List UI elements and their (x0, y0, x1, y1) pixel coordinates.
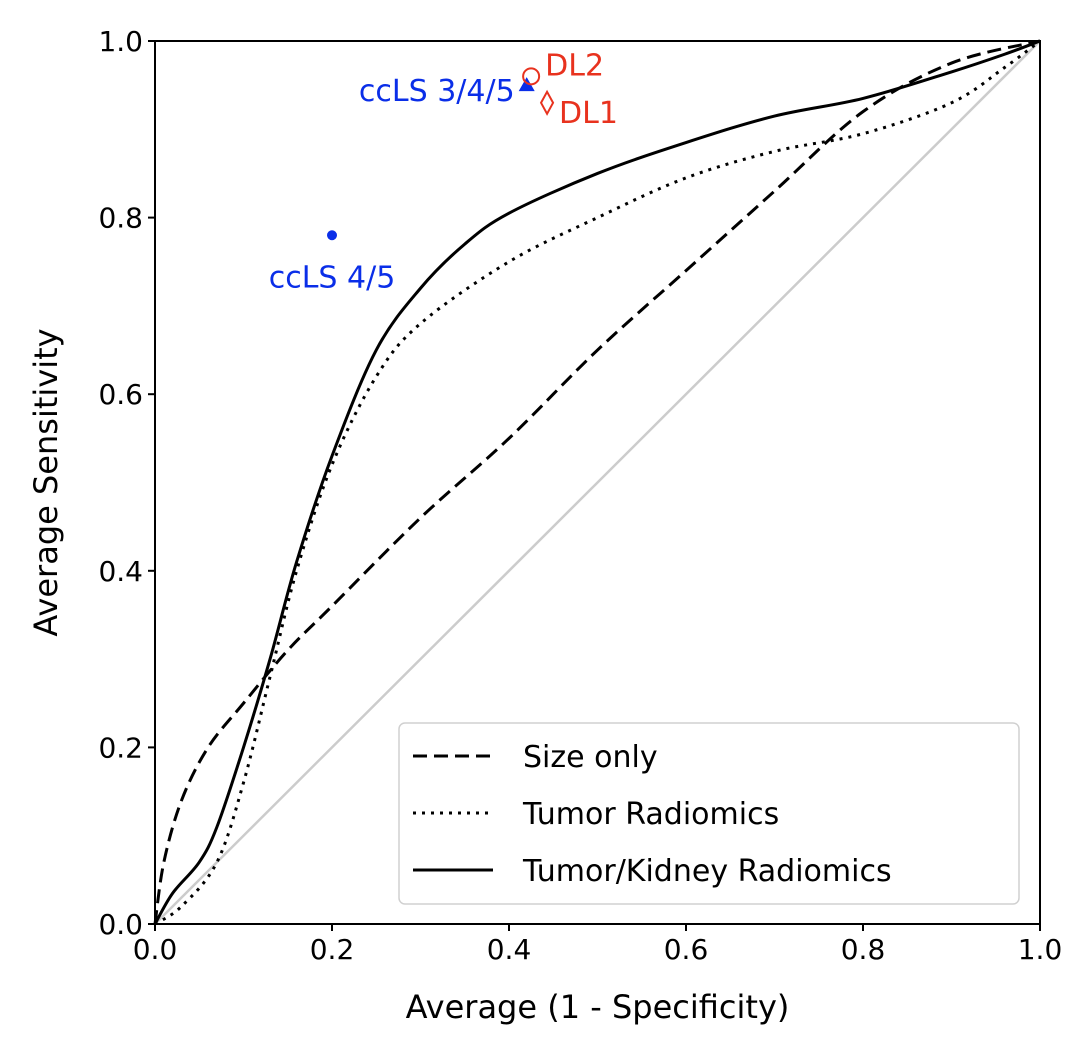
x-tick-label: 0.0 (133, 933, 178, 966)
y-tick-label: 0.8 (98, 202, 143, 235)
point-label-dl2: DL2 (545, 48, 604, 83)
x-tick-label: 1.0 (1018, 933, 1063, 966)
series-layer (153, 39, 1041, 926)
plot-frame (154, 40, 1041, 925)
y-tick-label: 0.4 (98, 555, 143, 588)
legend: Size only Tumor Radiomics Tumor/Kidney Rad… (398, 722, 1020, 905)
series-line-tumor-kidney-radiomics (153, 39, 1041, 925)
point-marker-ccls-4-5 (327, 230, 337, 241)
y-tick-label: 0.2 (98, 731, 143, 764)
legend-label-tumor-kidney-radiomics: Tumor/Kidney Radiomics (522, 854, 892, 889)
chance-diagonal-line (154, 40, 1041, 925)
legend-label-size-only: Size only (523, 740, 658, 775)
series-line-tumor-radiomics (154, 39, 1041, 926)
x-tick-label: 0.4 (487, 933, 532, 966)
y-axis-label: Average Sensitivity (27, 328, 65, 636)
x-tick-label: 0.8 (841, 933, 886, 966)
point-marker-dl2 (522, 67, 541, 86)
y-tick-label: 0.0 (98, 908, 143, 941)
plot-area (154, 40, 1041, 925)
x-tick-label: 0.6 (664, 933, 709, 966)
y-tick-label: 0.6 (98, 378, 143, 411)
y-tick-label: 1.0 (98, 25, 143, 58)
point-label-ccls-4-5: ccLS 4/5 (269, 260, 396, 295)
point-marker-dl1 (539, 89, 555, 116)
legend-label-tumor-radiomics: Tumor Radiomics (522, 797, 779, 832)
point-label-dl1: DL1 (559, 96, 618, 131)
points-layer: ccLS 4/5 ccLS 3/4/5 DL2 DL1 (269, 48, 618, 295)
series-line-size-only (153, 39, 1041, 925)
x-axis-label: Average (1 - Specificity) (406, 988, 790, 1026)
x-tick-label: 0.2 (310, 933, 355, 966)
axis-ticks: 0.0 0.2 0.4 0.6 0.8 1.0 0.0 0.2 0.4 0.6 0.8 1.0 (98, 25, 1062, 966)
legend-box (398, 722, 1020, 905)
point-label-ccls-3-4-5: ccLS 3/4/5 (359, 74, 515, 109)
